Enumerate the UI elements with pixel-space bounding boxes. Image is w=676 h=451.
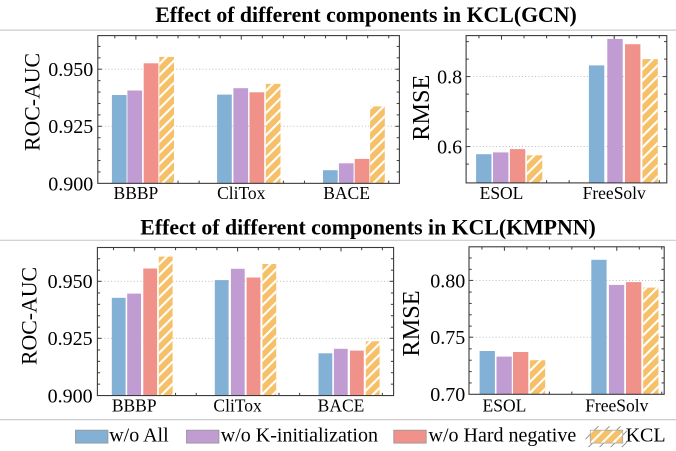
svg-text:w/o Hard negative: w/o Hard negative: [429, 424, 577, 446]
svg-text:BACE: BACE: [323, 183, 370, 203]
svg-text:CliTox: CliTox: [217, 183, 266, 203]
svg-text:w/o All: w/o All: [109, 424, 169, 446]
svg-text:0.80: 0.80: [430, 270, 465, 292]
svg-text:0.925: 0.925: [48, 116, 93, 138]
svg-text:0.75: 0.75: [430, 327, 465, 349]
svg-text:0.900: 0.900: [48, 385, 93, 407]
svg-text:0.70: 0.70: [430, 384, 465, 406]
svg-text:ESOL: ESOL: [483, 396, 527, 416]
svg-text:BACE: BACE: [318, 396, 365, 416]
svg-text:ROC-AUC: ROC-AUC: [18, 267, 42, 365]
svg-text:FreeSolv: FreeSolv: [585, 396, 648, 416]
svg-text:RMSE: RMSE: [398, 290, 425, 356]
svg-text:BBBP: BBBP: [114, 183, 159, 203]
svg-text:Effect of different components: Effect of different components in KCL(GC…: [155, 3, 577, 27]
svg-text:ROC-AUC: ROC-AUC: [21, 53, 45, 151]
svg-text:0.900: 0.900: [48, 173, 93, 195]
svg-text:0.6: 0.6: [437, 137, 462, 159]
svg-text:Effect of different components: Effect of different components in KCL(KM…: [140, 216, 595, 240]
svg-text:BBBP: BBBP: [112, 396, 157, 416]
svg-text:0.950: 0.950: [48, 59, 93, 81]
svg-text:ESOL: ESOL: [480, 183, 524, 203]
svg-text:w/o K-initialization: w/o K-initialization: [221, 424, 378, 446]
svg-text:0.8: 0.8: [437, 67, 462, 89]
svg-text:CliTox: CliTox: [213, 396, 262, 416]
svg-text:0.925: 0.925: [48, 328, 93, 350]
svg-text:FreeSolv: FreeSolv: [583, 183, 646, 203]
svg-text:KCL: KCL: [626, 424, 666, 446]
svg-text:RMSE: RMSE: [408, 75, 435, 141]
svg-text:0.950: 0.950: [48, 271, 93, 293]
